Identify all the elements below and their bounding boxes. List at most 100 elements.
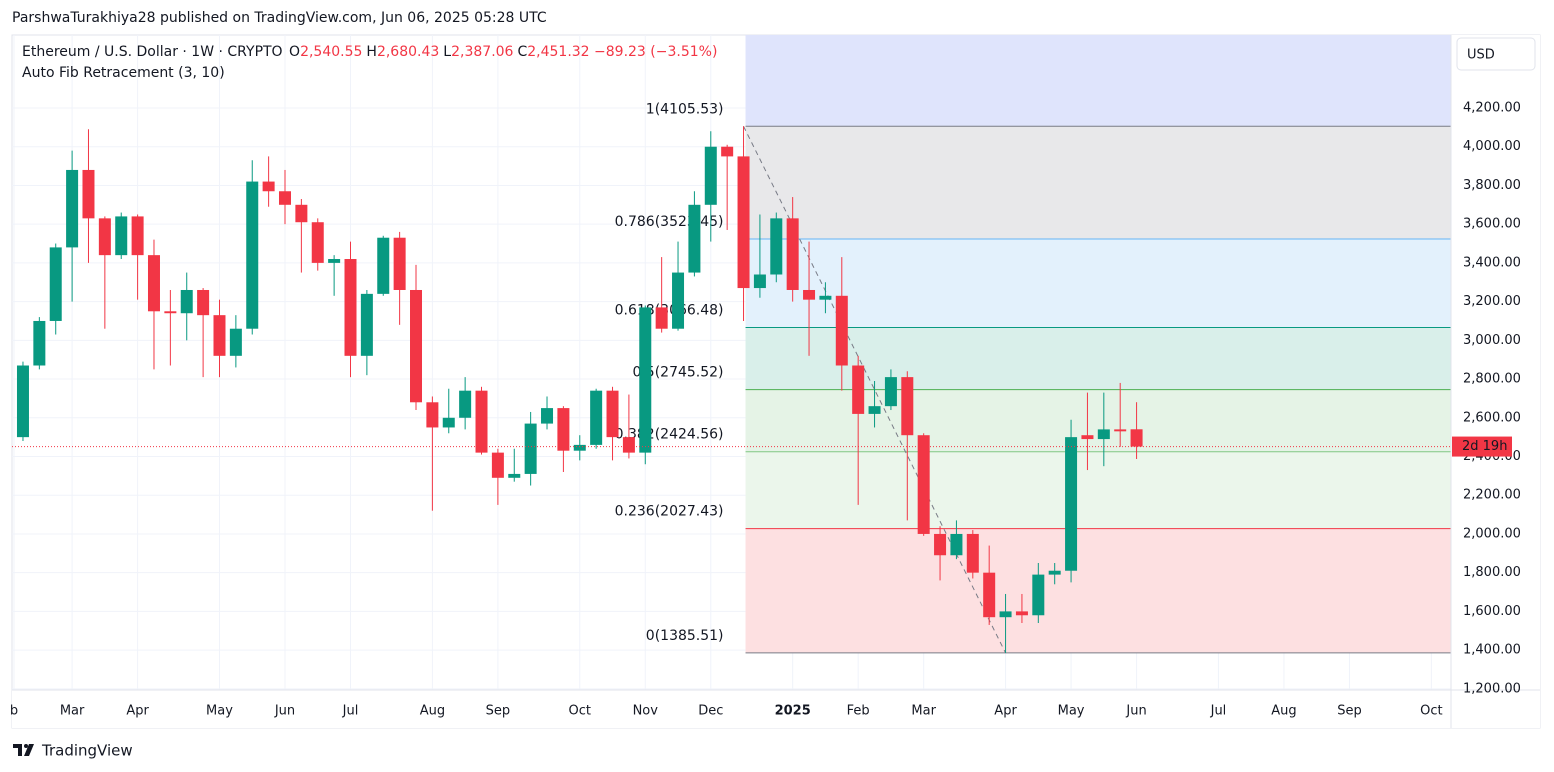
candle-body xyxy=(377,237,390,294)
candle-body xyxy=(82,169,95,219)
candle-body xyxy=(950,533,963,556)
candle-body xyxy=(1032,574,1045,616)
x-tick-label: Feb xyxy=(847,704,870,719)
candle-body xyxy=(1097,429,1110,440)
ohlc-legend: O2,540.55 H2,680.43 L2,387.06 C2,451.32 xyxy=(287,44,590,60)
candle-body xyxy=(622,437,635,453)
x-tick-label: Jul xyxy=(1210,704,1227,719)
candle-body xyxy=(147,255,160,312)
candle-body xyxy=(983,572,996,618)
x-tick-label: Aug xyxy=(1271,704,1296,719)
candle-body xyxy=(262,181,275,192)
x-tick-label: Mar xyxy=(60,704,85,719)
logo-mark xyxy=(24,744,34,756)
y-tick-label: 1,400.00 xyxy=(1463,643,1521,658)
candle-body xyxy=(115,216,128,256)
candle-body xyxy=(475,390,488,453)
candle-body xyxy=(524,423,537,474)
candle-body xyxy=(852,365,865,414)
currency-button[interactable] xyxy=(1456,37,1536,71)
candle-body xyxy=(295,204,308,223)
y-tick-label: 1,200.00 xyxy=(1463,681,1521,696)
tradingview-logo: TradingView xyxy=(13,742,133,760)
fib-extension-zone xyxy=(745,35,1451,127)
candle-body xyxy=(721,146,734,157)
fib-level-label: 0.786(3523.45) xyxy=(615,214,724,230)
candle-body xyxy=(328,259,341,263)
y-tick-label: 3,600.00 xyxy=(1463,217,1521,232)
candle-body xyxy=(704,146,717,205)
candle-body xyxy=(884,377,897,407)
candle-body xyxy=(246,181,259,329)
fib-retracement: 1(4105.53) 0.786(3523.45) 0.618(3066.48) 0.… xyxy=(615,35,1451,654)
candle-body xyxy=(426,402,439,428)
ohlc-value: 2,451.32 xyxy=(527,44,590,60)
candle-body xyxy=(1081,435,1094,440)
x-tick-label: May xyxy=(1058,704,1085,719)
y-tick-label: 3,800.00 xyxy=(1463,178,1521,193)
x-tick-label: Apr xyxy=(126,704,149,719)
y-tick-label: 2,000.00 xyxy=(1463,526,1521,541)
x-tick-label: b xyxy=(10,704,18,719)
candle-body xyxy=(491,452,504,478)
fib-level-label: 0.236(2027.43) xyxy=(615,504,724,520)
x-tick-label: Jun xyxy=(274,704,295,719)
candle-body xyxy=(459,390,472,418)
logo-mark xyxy=(13,744,22,756)
fib-zone xyxy=(745,327,1451,390)
x-tick-label: Oct xyxy=(1420,704,1442,719)
candle-body xyxy=(1048,570,1061,575)
fib-zone xyxy=(745,451,1451,529)
x-tick-label: May xyxy=(206,704,233,719)
fib-level-label: 1(4105.53) xyxy=(646,101,724,117)
candle-body xyxy=(753,274,766,289)
fib-level-label: 0.618(3066.48) xyxy=(615,302,724,318)
candle-body xyxy=(639,307,652,453)
candle-body xyxy=(180,289,193,314)
candle-body xyxy=(606,390,619,438)
candle-body xyxy=(770,218,783,275)
symbol-legend: Ethereum / U.S. Dollar · 1W · CRYPTO O2,… xyxy=(22,44,717,60)
ohlc-value: 2,387.06 xyxy=(451,44,514,60)
x-tick-label: Aug xyxy=(420,704,445,719)
candles xyxy=(12,126,1451,653)
candle-body xyxy=(344,259,357,356)
candle-body xyxy=(819,295,832,300)
candle-body xyxy=(672,272,685,329)
candle-body xyxy=(737,156,750,289)
countdown-badge xyxy=(1452,436,1512,457)
y-tick-label: 4,200.00 xyxy=(1463,100,1521,115)
ohlc-key: C xyxy=(517,44,528,60)
y-tick-label: 1,800.00 xyxy=(1463,565,1521,580)
ohlc-key: H xyxy=(366,44,377,60)
candle-body xyxy=(442,417,455,428)
x-tick-label: Dec xyxy=(698,704,723,719)
candle-body xyxy=(573,444,586,451)
candle-body xyxy=(311,222,324,263)
candle-body xyxy=(541,408,554,424)
candle-body xyxy=(197,289,210,316)
fib-level-label: 0(1385.51) xyxy=(646,628,724,644)
candle-body xyxy=(278,191,291,205)
y-tick-label: 4,000.00 xyxy=(1463,139,1521,154)
candle-body xyxy=(934,533,947,556)
x-tick-label: Mar xyxy=(911,704,936,719)
candle-body xyxy=(164,311,177,314)
candle-body xyxy=(917,435,930,534)
y-tick-label: 2,600.00 xyxy=(1463,410,1521,425)
candle-body xyxy=(1065,437,1078,571)
fib-zone xyxy=(745,528,1451,653)
candle-body xyxy=(590,390,603,445)
candle-body xyxy=(655,307,668,329)
y-tick-label: 2,800.00 xyxy=(1463,372,1521,387)
x-tick-label: Sep xyxy=(486,704,511,719)
fib-zone xyxy=(745,389,1451,452)
x-tick-label: Oct xyxy=(569,704,591,719)
symbol-title: Ethereum / U.S. Dollar · 1W · CRYPTO xyxy=(22,44,283,60)
candle-body xyxy=(360,293,373,356)
candle-body xyxy=(1114,429,1127,432)
candle-body xyxy=(49,247,62,321)
y-tick-label: 3,000.00 xyxy=(1463,333,1521,348)
